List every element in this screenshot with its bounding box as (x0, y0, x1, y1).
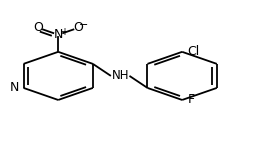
Text: Cl: Cl (187, 45, 200, 58)
Text: O: O (33, 21, 43, 34)
Text: NH: NH (111, 69, 129, 82)
Text: +: + (60, 27, 68, 37)
Text: F: F (187, 93, 194, 106)
Text: −: − (79, 20, 89, 30)
Text: N: N (54, 28, 63, 41)
Text: O: O (73, 21, 83, 34)
Text: N: N (9, 81, 19, 94)
